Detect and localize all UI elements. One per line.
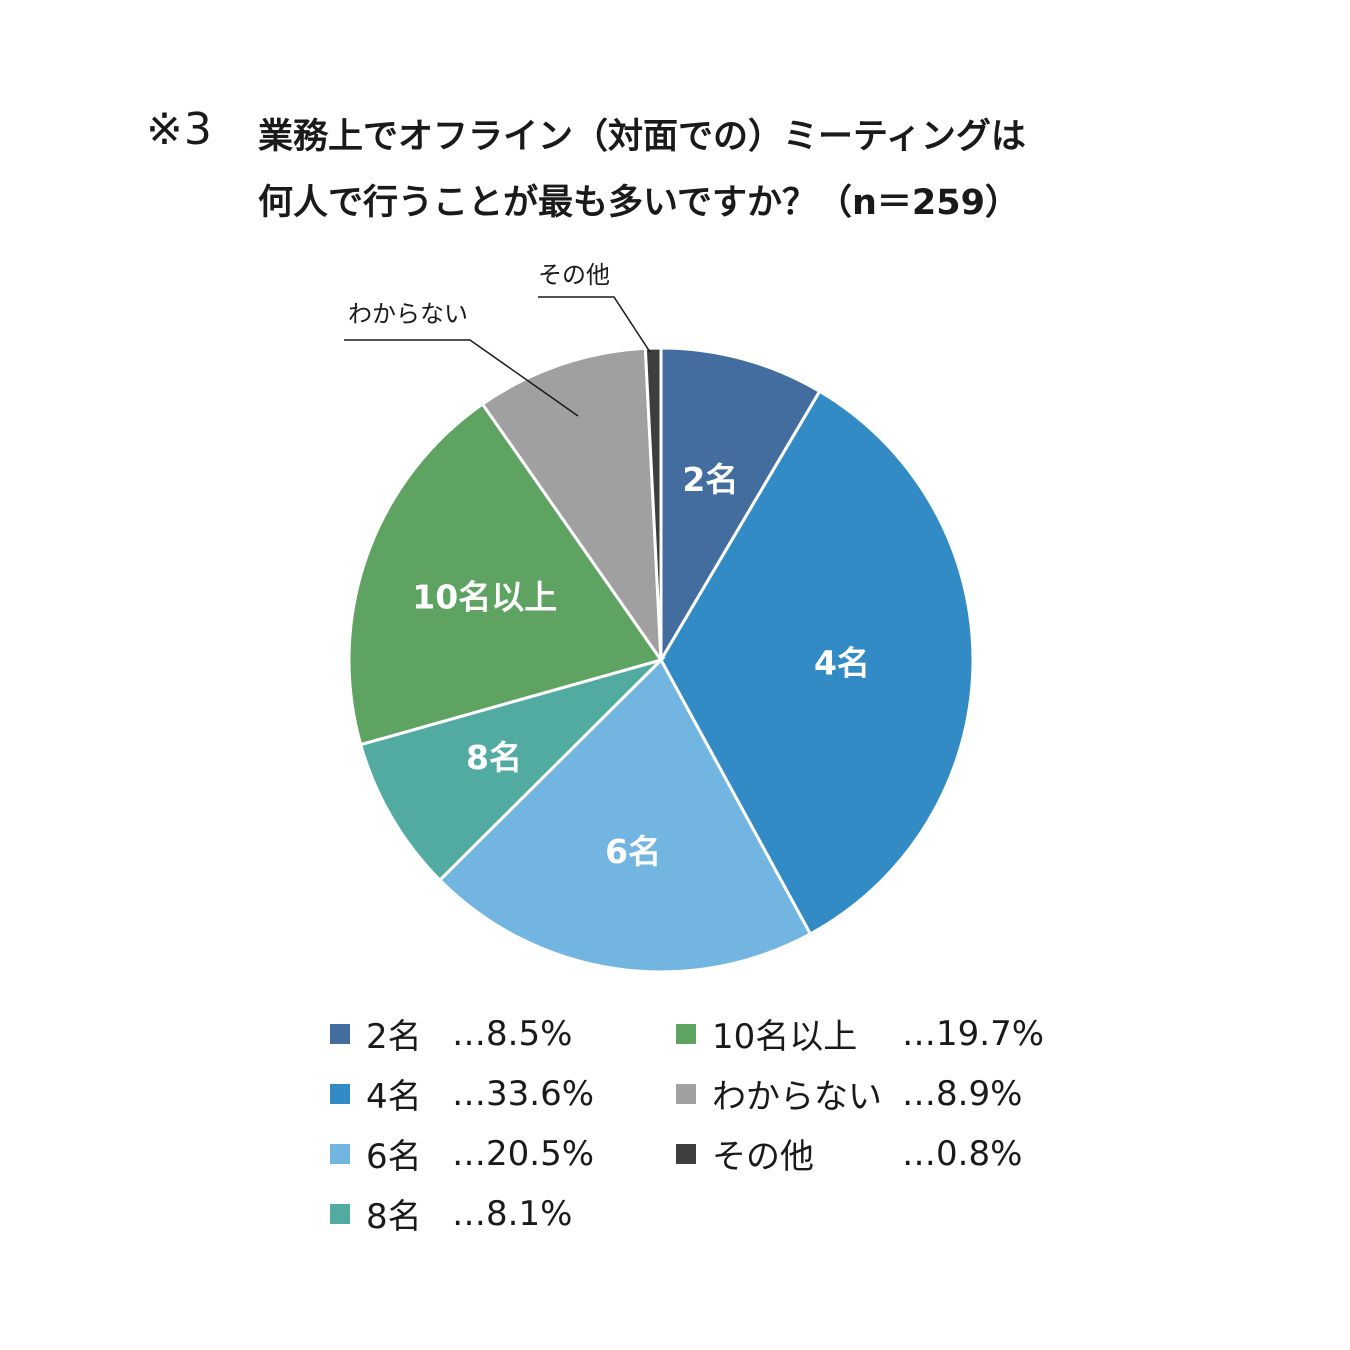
slice-label: 2名 [682,460,738,499]
note-marker: ※3 [146,104,213,155]
pie-slice [643,346,663,661]
legend-value: …20.5% [452,1133,595,1174]
legend-value: …33.6% [452,1073,595,1114]
legend-item: 2名 …8.5% [330,1009,572,1058]
legend-label: 10名以上 [712,1017,858,1057]
pie-slice [480,346,663,666]
pie-slice [358,656,667,883]
chart-title-line2: 何人で行うことが最も多いですか？（n＝259） [258,183,1020,223]
legend-label: 2名 [366,1017,422,1057]
pie-slice [437,657,813,974]
legend-label: わからない [712,1077,882,1117]
legend-label: その他 [712,1137,814,1177]
legend-item: その他 …0.8% [676,1129,1022,1178]
legend-swatch [330,1023,350,1044]
legend-value: …19.7% [902,1013,1045,1054]
chart-title-line1: 業務上でオフライン（対面での）ミーティングは [258,117,1026,157]
legend-swatch [676,1023,696,1044]
legend-label: 4名 [366,1077,422,1117]
slice-label: 10名以上 [412,577,557,616]
pie-slice [659,346,822,666]
leader-line [538,296,651,353]
legend-value: …8.5% [452,1013,573,1054]
legend-item: 4名 …33.6% [330,1069,594,1118]
slice-label: 6名 [605,832,661,871]
legend-swatch [676,1143,696,1164]
slice-label: 8名 [466,738,522,777]
slice-label-outside: その他 [538,261,610,289]
legend-swatch [676,1083,696,1104]
slice-label-outside: わからない [348,300,468,328]
legend-value: …0.8% [902,1133,1023,1174]
legend-item: 10名以上 …19.7% [676,1009,1044,1058]
legend-swatch [330,1203,350,1224]
slice-label: 4名 [814,644,870,683]
legend-value: …8.9% [902,1073,1023,1114]
legend-swatch [330,1143,350,1164]
pie-slice [347,401,664,747]
legend-label: 8名 [366,1197,422,1237]
legend-item: わからない …8.9% [676,1069,1022,1118]
legend-item: 6名 …20.5% [330,1129,594,1178]
legend-label: 6名 [366,1137,422,1177]
legend-swatch [330,1083,350,1104]
leader-line [344,339,579,417]
legend-item: 8名 …8.1% [330,1189,572,1238]
pie-slice [659,389,975,936]
legend-value: …8.1% [452,1193,573,1234]
